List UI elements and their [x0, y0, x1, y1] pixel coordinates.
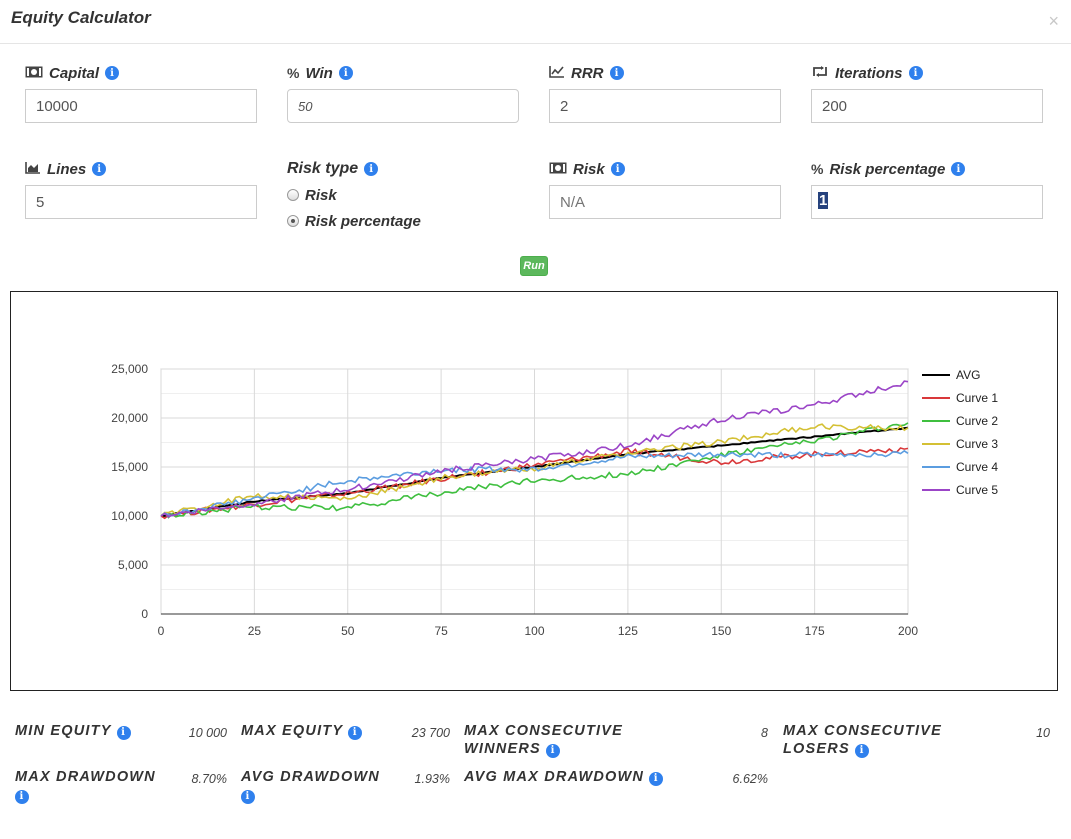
x-tick-label: 125	[618, 624, 638, 638]
info-icon[interactable]: i	[338, 66, 353, 80]
legend-label: Curve 2	[956, 414, 998, 428]
area-chart-icon	[25, 161, 41, 177]
info-icon[interactable]: i	[116, 726, 131, 740]
legend-label: AVG	[956, 368, 980, 382]
risk-type-field: Risk type i Risk Risk percentage	[287, 159, 519, 231]
max-consecutive-winners-label: MAX CONSECUTIVE WINNERS i	[464, 723, 623, 758]
x-tick-label: 0	[158, 624, 165, 638]
iterations-label: Iterations	[835, 64, 903, 82]
max-consecutive-losers-value: 10	[1036, 726, 1050, 740]
win-input[interactable]	[287, 89, 519, 123]
money-icon	[25, 66, 43, 81]
avg-max-drawdown-value: 6.62%	[732, 772, 768, 786]
iterations-field: Iterations i	[811, 63, 1043, 123]
series-line-curve-4	[160, 449, 909, 517]
y-tick-label: 10,000	[111, 509, 148, 523]
info-icon[interactable]: i	[105, 66, 120, 80]
money-icon	[549, 162, 567, 177]
risk-percentage-radio[interactable]: Risk percentage	[287, 211, 519, 231]
x-tick-label: 200	[898, 624, 918, 638]
run-button[interactable]: Run	[520, 256, 548, 276]
info-icon[interactable]: i	[610, 162, 625, 176]
risk-input[interactable]	[549, 185, 781, 219]
lines-input[interactable]	[25, 185, 257, 219]
info-icon[interactable]: i	[241, 790, 255, 804]
risk-field: Risk i	[549, 159, 781, 219]
y-tick-label: 5,000	[118, 558, 148, 572]
max-drawdown-label: MAX DRAWDOWN i	[15, 769, 156, 804]
max-equity-label: MAX EQUITY i	[241, 722, 363, 740]
avg-max-drawdown-label: AVG MAX DRAWDOWN i	[464, 768, 664, 786]
iterations-input[interactable]	[811, 89, 1043, 123]
capital-input[interactable]	[25, 89, 257, 123]
info-icon[interactable]: i	[649, 772, 664, 786]
info-icon[interactable]: i	[546, 744, 561, 758]
legend-label: Curve 4	[956, 460, 998, 474]
max-consecutive-winners-value: 8	[761, 726, 768, 740]
max-consecutive-losers-label: MAX CONSECUTIVE LOSERS i	[783, 723, 942, 758]
equity-chart: 0 5,000 10,000 15,000 20,000 25,000 0 25 50 75 100…	[10, 291, 1058, 691]
info-icon[interactable]: i	[364, 162, 379, 176]
radio-button-checked[interactable]	[287, 215, 299, 227]
x-tick-label: 175	[805, 624, 825, 638]
min-equity-label: MIN EQUITY i	[15, 722, 131, 740]
y-tick-label: 25,000	[111, 362, 148, 376]
risk-percentage-label: Risk percentage	[829, 160, 946, 178]
selected-text: 1	[818, 192, 829, 209]
line-chart-icon	[549, 65, 565, 81]
x-tick-label: 25	[248, 624, 262, 638]
x-tick-label: 150	[711, 624, 731, 638]
x-tick-label: 75	[434, 624, 448, 638]
rrr-field: RRR i	[549, 63, 781, 123]
series-line-curve-3	[160, 423, 909, 517]
chart-svg: 0 5,000 10,000 15,000 20,000 25,000 0 25 50 75 100…	[111, 362, 998, 638]
x-tick-label: 50	[341, 624, 355, 638]
risk-type-label: Risk type	[287, 160, 359, 177]
max-equity-value: 23 700	[411, 726, 450, 740]
info-icon[interactable]: i	[908, 66, 923, 80]
radio-button[interactable]	[287, 189, 299, 201]
risk-radio-label: Risk	[305, 186, 337, 204]
y-tick-label: 0	[141, 607, 148, 621]
series-line-curve-5	[160, 380, 909, 518]
info-icon[interactable]: i	[855, 744, 870, 758]
avg-drawdown-label: AVG DRAWDOWN i	[241, 769, 380, 804]
capital-label: Capital	[49, 64, 100, 82]
legend-label: Curve 1	[956, 391, 998, 405]
percent-icon: %	[287, 65, 300, 81]
retweet-icon	[811, 65, 829, 81]
risk-percentage-field: % Risk percentage i 1	[811, 159, 1043, 219]
series-line-curve-2	[160, 422, 909, 519]
info-icon[interactable]: i	[609, 66, 624, 80]
info-icon[interactable]: i	[951, 162, 966, 176]
info-icon[interactable]: i	[15, 790, 29, 804]
legend-label: Curve 3	[956, 437, 998, 451]
risk-percentage-input[interactable]: 1	[811, 185, 1043, 219]
percent-icon: %	[811, 161, 824, 177]
modal-header: Equity Calculator ×	[0, 0, 1071, 44]
win-label: Win	[305, 64, 333, 82]
info-icon[interactable]: i	[348, 726, 363, 740]
capital-field: Capital i	[25, 63, 257, 123]
y-tick-label: 20,000	[111, 411, 148, 425]
risk-label: Risk	[573, 160, 605, 178]
close-icon[interactable]: ×	[1048, 11, 1059, 31]
rrr-input[interactable]	[549, 89, 781, 123]
risk-radio[interactable]: Risk	[287, 185, 519, 205]
rrr-label: RRR	[571, 64, 604, 82]
legend-label: Curve 5	[956, 483, 998, 497]
modal-title: Equity Calculator	[11, 8, 151, 27]
x-tick-label: 100	[524, 624, 544, 638]
win-field: % Win i	[287, 63, 519, 123]
lines-field: Lines i	[25, 159, 257, 219]
lines-label: Lines	[47, 160, 87, 178]
max-drawdown-value: 8.70%	[191, 772, 227, 786]
avg-drawdown-value: 1.93%	[414, 772, 450, 786]
info-icon[interactable]: i	[92, 162, 107, 176]
min-equity-value: 10 000	[188, 726, 227, 740]
y-tick-label: 15,000	[111, 460, 148, 474]
risk-percentage-radio-label: Risk percentage	[305, 212, 421, 230]
